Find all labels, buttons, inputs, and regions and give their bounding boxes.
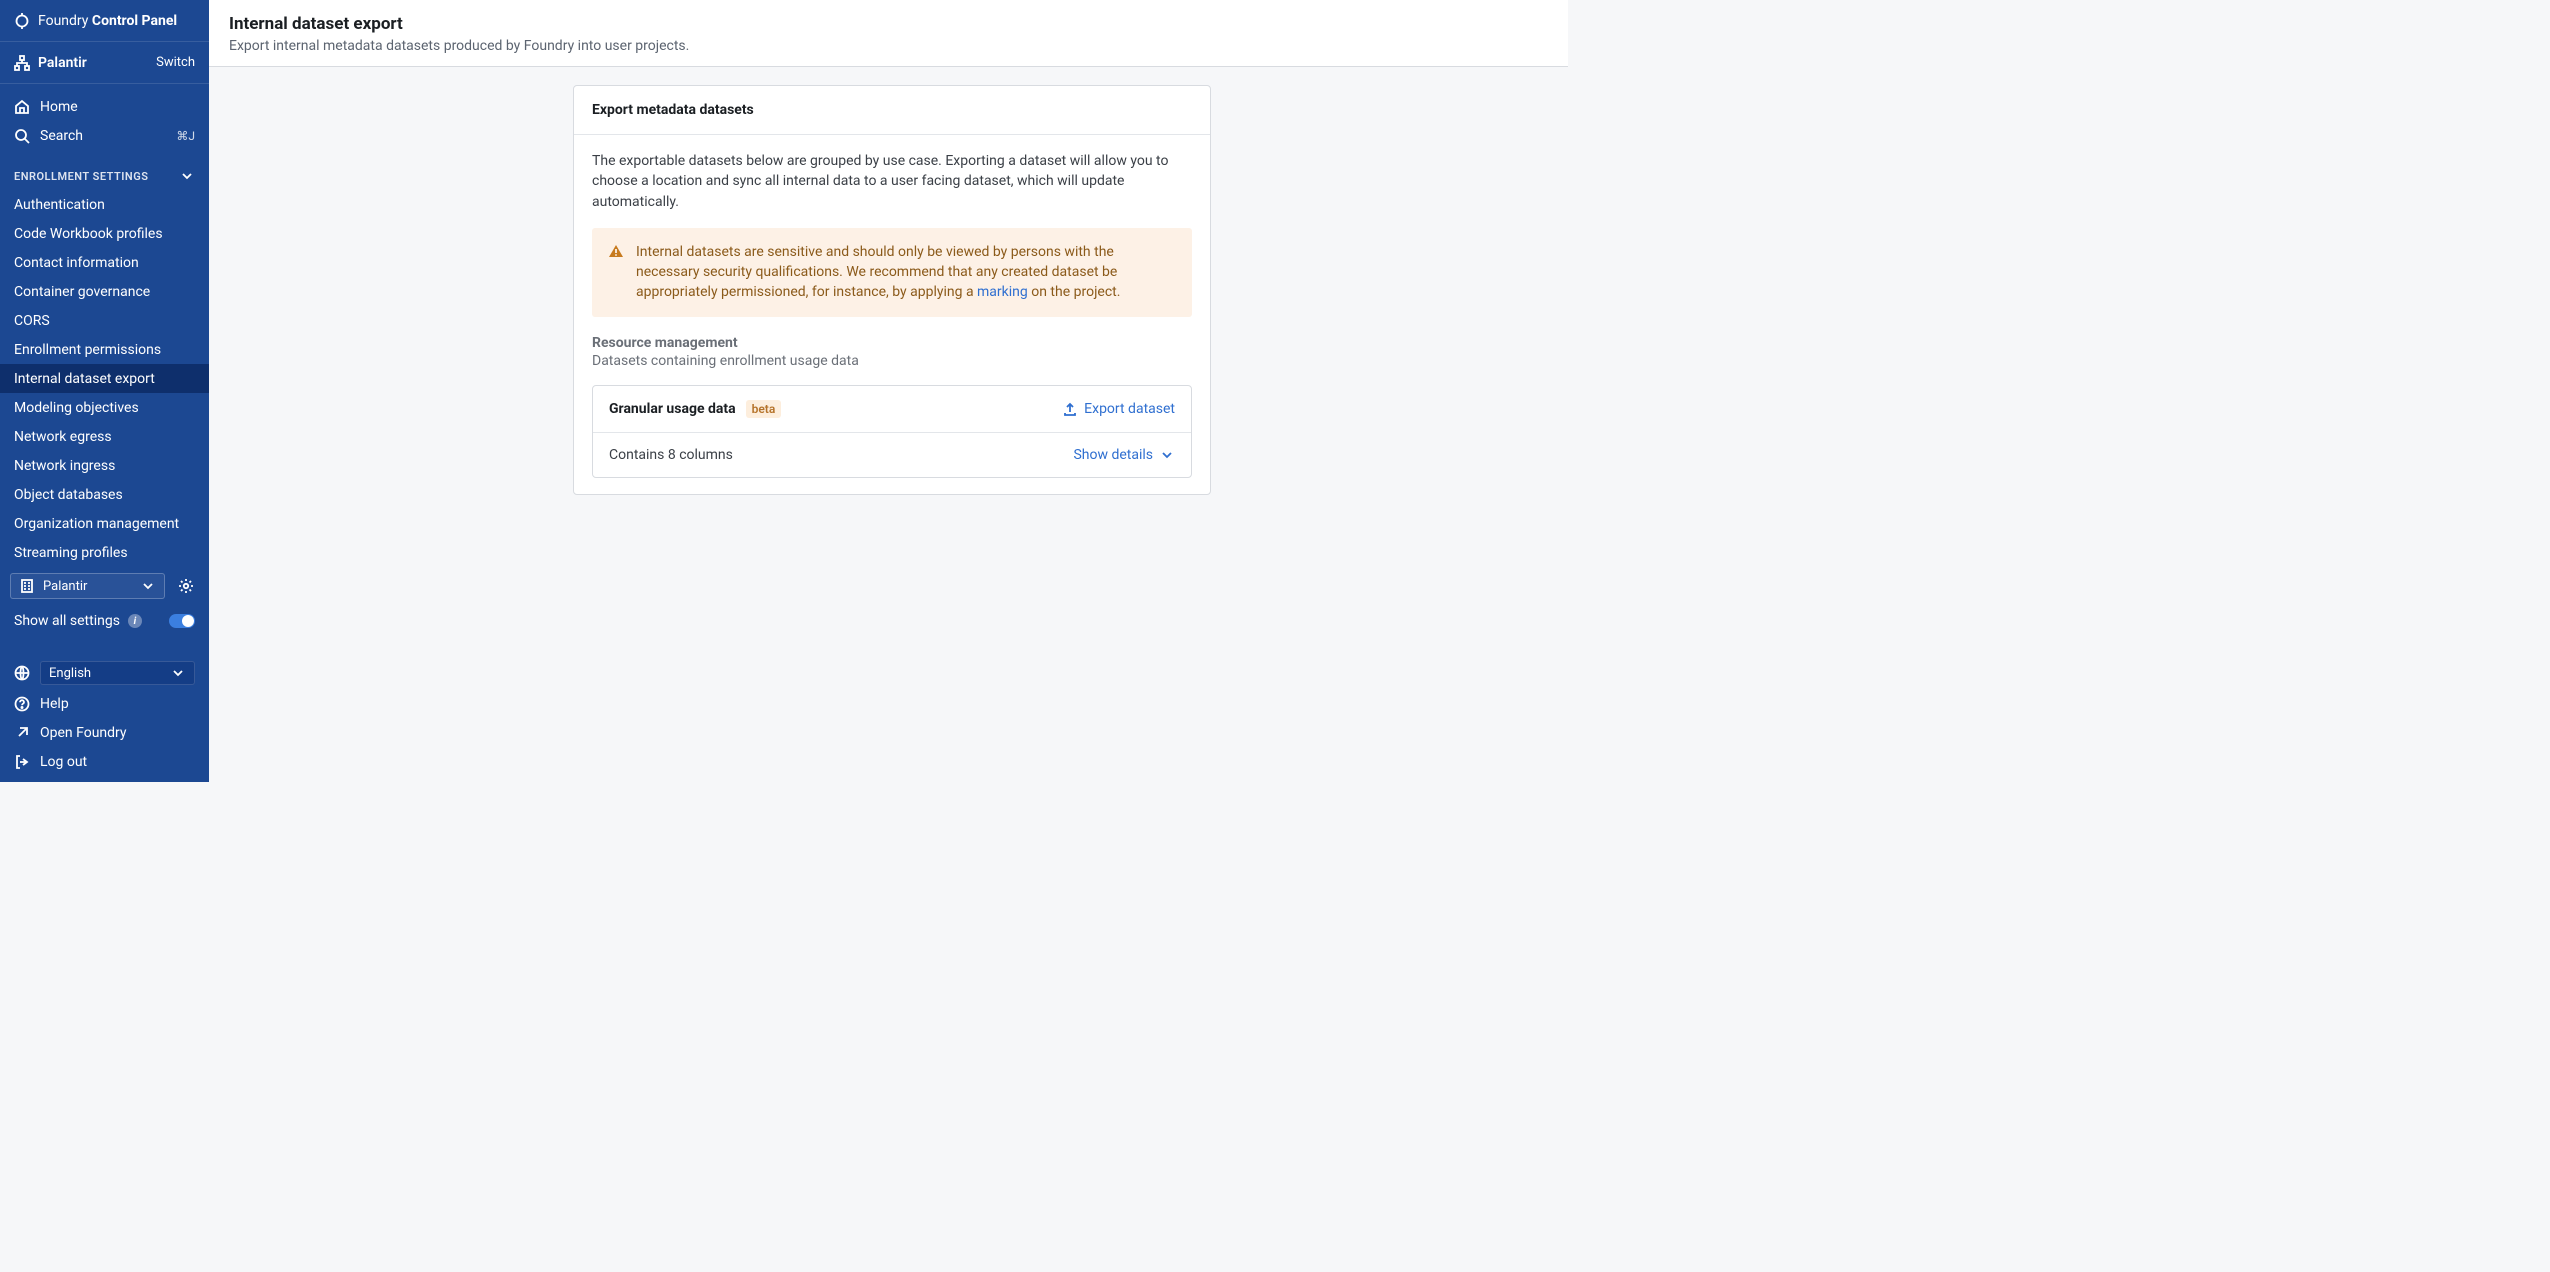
sidebar-item-home[interactable]: Home: [0, 92, 209, 121]
brand-text-2: Control Panel: [92, 13, 177, 29]
page-title: Internal dataset export: [229, 14, 1548, 34]
footer-label: Open Foundry: [40, 725, 127, 741]
sidebar-nav-item[interactable]: Internal dataset export: [0, 364, 209, 393]
dataset-columns: Contains 8 columns: [609, 447, 733, 463]
dataset-name: Granular usage data: [609, 401, 736, 417]
dataset-card: Granular usage data beta Export dataset …: [592, 385, 1192, 478]
export-dataset-button[interactable]: Export dataset: [1062, 401, 1175, 417]
footer-label: Help: [40, 696, 69, 712]
open-foundry-button[interactable]: Open Foundry: [0, 718, 209, 747]
org-selector-row: Palantir: [0, 567, 209, 605]
brand: Foundry Control Panel: [0, 0, 209, 42]
group-title: Resource management: [592, 335, 1192, 351]
sidebar-nav-item[interactable]: Enrollment permissions: [0, 335, 209, 364]
brand-text-1: Foundry: [38, 13, 88, 29]
sidebar: Foundry Control Panel Palantir Switch Ho…: [0, 0, 209, 782]
info-icon: i: [128, 614, 142, 628]
chevron-down-icon: [179, 168, 195, 184]
logout-icon: [14, 754, 30, 770]
sidebar-nav-item[interactable]: Code Workbook profiles: [0, 219, 209, 248]
gear-button[interactable]: [173, 573, 199, 599]
section-header[interactable]: ENROLLMENT SETTINGS: [0, 158, 209, 190]
upload-icon: [1062, 401, 1078, 417]
page-header: Internal dataset export Export internal …: [209, 0, 1568, 67]
sidebar-nav-item[interactable]: Modeling objectives: [0, 393, 209, 422]
sidebar-nav-item[interactable]: Object databases: [0, 480, 209, 509]
sidebar-nav-item[interactable]: Streaming profiles: [0, 538, 209, 567]
chevron-down-icon: [1159, 447, 1175, 463]
sidebar-nav-list: AuthenticationCode Workbook profilesCont…: [0, 190, 209, 567]
card-title: Export metadata datasets: [574, 86, 1210, 135]
sidebar-nav-item[interactable]: Network ingress: [0, 451, 209, 480]
dataset-header-row: Granular usage data beta Export dataset: [593, 386, 1191, 432]
page-subtitle: Export internal metadata datasets produc…: [229, 38, 1548, 54]
sidebar-nav-item[interactable]: CORS: [0, 306, 209, 335]
tenant-row: Palantir Switch: [0, 42, 209, 84]
export-card: Export metadata datasets The exportable …: [573, 85, 1211, 495]
sidebar-nav-item[interactable]: Contact information: [0, 248, 209, 277]
sidebar-nav-item[interactable]: Authentication: [0, 190, 209, 219]
language-select[interactable]: English: [40, 661, 195, 685]
language-label: English: [49, 666, 170, 681]
footer-label: Log out: [40, 754, 87, 770]
home-icon: [14, 99, 30, 115]
warning-callout: Internal datasets are sensitive and shou…: [592, 228, 1192, 317]
org-tree-icon: [14, 55, 30, 71]
marking-link[interactable]: marking: [977, 284, 1028, 300]
switch-button[interactable]: Switch: [156, 55, 195, 70]
show-details-label: Show details: [1073, 447, 1153, 463]
sidebar-top-nav: Home Search ⌘J: [0, 84, 209, 158]
globe-icon: [14, 665, 30, 681]
sidebar-item-label: Search: [40, 128, 166, 144]
dataset-detail-row: Contains 8 columns Show details: [593, 432, 1191, 477]
callout-text: Internal datasets are sensitive and shou…: [636, 242, 1176, 303]
export-label: Export dataset: [1084, 401, 1175, 417]
org-selector[interactable]: Palantir: [10, 573, 165, 599]
sidebar-nav-item[interactable]: Network egress: [0, 422, 209, 451]
search-shortcut: ⌘J: [176, 129, 195, 143]
logout-button[interactable]: Log out: [0, 747, 209, 776]
show-all-label: Show all settings: [14, 613, 120, 629]
beta-badge: beta: [746, 400, 782, 418]
main: Internal dataset export Export internal …: [209, 0, 1568, 782]
tenant-label: Palantir: [38, 55, 87, 71]
card-body: The exportable datasets below are groupe…: [574, 135, 1210, 494]
chevron-down-icon: [140, 578, 156, 594]
content-area: Export metadata datasets The exportable …: [209, 67, 1568, 782]
sidebar-nav-item[interactable]: Container governance: [0, 277, 209, 306]
sidebar-nav-item[interactable]: Organization management: [0, 509, 209, 538]
sidebar-item-label: Home: [40, 99, 78, 115]
org-selector-label: Palantir: [43, 579, 132, 594]
building-icon: [19, 578, 35, 594]
gear-icon: [178, 578, 194, 594]
show-all-toggle[interactable]: [169, 614, 195, 628]
show-all-settings: Show all settings i: [0, 605, 209, 637]
sidebar-footer: English Help Open Foundry Log out: [0, 657, 209, 782]
help-button[interactable]: Help: [0, 689, 209, 718]
brand-icon: [14, 13, 30, 29]
external-link-icon: [14, 725, 30, 741]
callout-text-after: on the project.: [1028, 284, 1121, 300]
help-icon: [14, 696, 30, 712]
search-icon: [14, 128, 30, 144]
dataset-group-header: Resource management Datasets containing …: [592, 335, 1192, 369]
tenant-name: Palantir: [14, 55, 87, 71]
card-intro: The exportable datasets below are groupe…: [592, 151, 1192, 212]
show-details-button[interactable]: Show details: [1073, 447, 1175, 463]
sidebar-item-search[interactable]: Search ⌘J: [0, 121, 209, 150]
chevron-down-icon: [170, 665, 186, 681]
section-title: ENROLLMENT SETTINGS: [14, 170, 148, 183]
warning-icon: [608, 243, 624, 259]
language-row: English: [0, 657, 209, 689]
group-subtitle: Datasets containing enrollment usage dat…: [592, 353, 1192, 369]
